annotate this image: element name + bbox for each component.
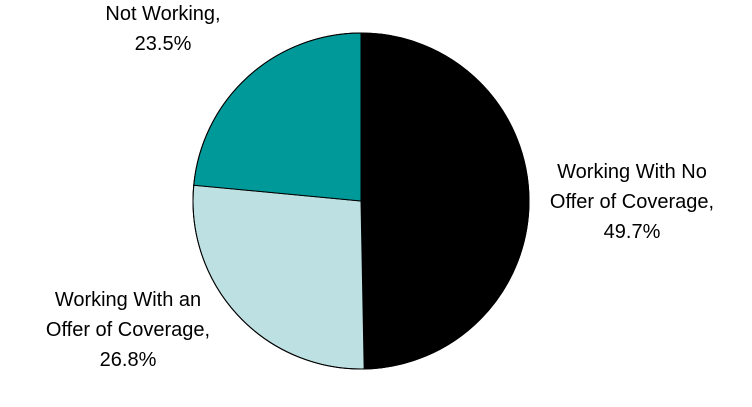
pie-label-2-line-2: Offer of Coverage, bbox=[46, 319, 210, 341]
pie-slices bbox=[192, 32, 530, 370]
pie-slice-2 bbox=[192, 184, 365, 370]
pie-label-1-line-3: 49.7% bbox=[604, 221, 661, 243]
pie-label-1-line-2: Offer of Coverage, bbox=[550, 191, 714, 213]
pie-label-1: Working With No Offer of Coverage, 49.7% bbox=[550, 161, 714, 243]
pie-labels: Working With No Offer of Coverage, 49.7%Wo… bbox=[46, 3, 714, 371]
pie-label-3: Not Working, 23.5% bbox=[105, 3, 220, 55]
pie-label-2: Working With an Offer of Coverage, 26.8% bbox=[46, 289, 210, 371]
pie-label-1-line-1: Working With No bbox=[557, 161, 707, 183]
pie-label-3-line-2: 23.5% bbox=[135, 33, 192, 55]
pie-outline bbox=[192, 32, 530, 370]
pie-label-2-line-1: Working With an bbox=[55, 289, 201, 311]
pie-slice-1 bbox=[360, 32, 530, 370]
pie-label-2-line-3: 26.8% bbox=[100, 349, 157, 371]
pie-slice-3 bbox=[193, 32, 362, 202]
pie-label-3-line-1: Not Working, bbox=[105, 3, 220, 25]
